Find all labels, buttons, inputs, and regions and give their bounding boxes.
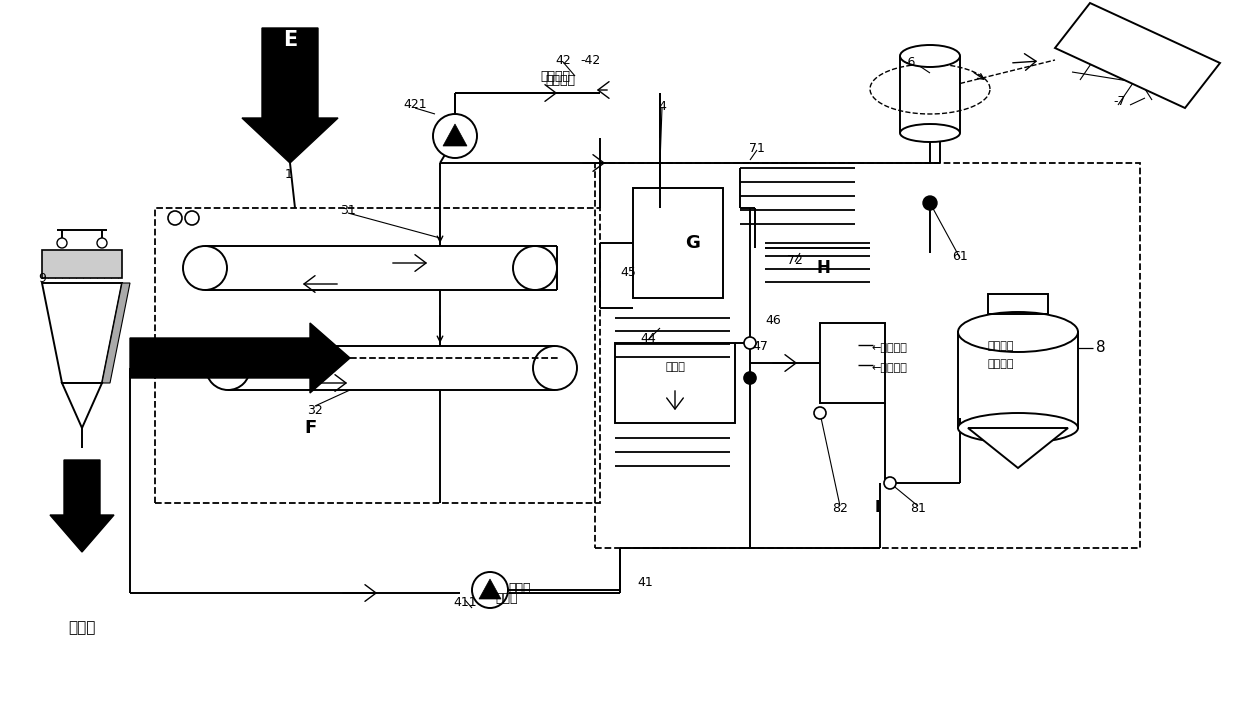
Bar bbox=[988, 294, 1048, 314]
Text: 热空气: 热空气 bbox=[508, 581, 531, 595]
Text: 8: 8 bbox=[1096, 341, 1106, 355]
Bar bbox=[595, 163, 1140, 548]
Polygon shape bbox=[62, 383, 102, 428]
Text: 1: 1 bbox=[285, 168, 293, 181]
Text: 71: 71 bbox=[749, 142, 765, 154]
Circle shape bbox=[472, 572, 508, 608]
Text: I: I bbox=[874, 501, 880, 515]
Text: 4: 4 bbox=[658, 100, 666, 113]
Circle shape bbox=[744, 337, 756, 349]
Circle shape bbox=[884, 477, 897, 489]
Polygon shape bbox=[443, 124, 467, 146]
Text: 9: 9 bbox=[38, 271, 46, 285]
Text: ←冷凝水进: ←冷凝水进 bbox=[872, 343, 908, 353]
Text: 44: 44 bbox=[640, 331, 656, 345]
Circle shape bbox=[57, 238, 67, 248]
Bar bbox=[615, 343, 735, 423]
Text: 热空气: 热空气 bbox=[495, 591, 517, 605]
Bar bbox=[155, 208, 600, 503]
Text: 72: 72 bbox=[787, 253, 804, 266]
Text: 411: 411 bbox=[453, 597, 477, 610]
Text: 45: 45 bbox=[620, 266, 636, 280]
Ellipse shape bbox=[900, 124, 960, 142]
Text: 41: 41 bbox=[637, 576, 653, 590]
Polygon shape bbox=[130, 323, 350, 393]
Ellipse shape bbox=[959, 413, 1078, 443]
Text: 干污泥: 干污泥 bbox=[68, 620, 95, 636]
Text: -6: -6 bbox=[904, 57, 916, 69]
Text: 冷凝水: 冷凝水 bbox=[665, 362, 684, 372]
Text: 空气循环: 空气循环 bbox=[546, 74, 575, 88]
Text: H: H bbox=[816, 259, 830, 277]
Text: 47: 47 bbox=[753, 340, 768, 353]
Text: 32: 32 bbox=[308, 404, 322, 416]
Polygon shape bbox=[102, 283, 130, 383]
Polygon shape bbox=[242, 28, 339, 163]
Text: 61: 61 bbox=[952, 249, 968, 263]
Polygon shape bbox=[968, 428, 1068, 468]
Text: E: E bbox=[283, 30, 298, 50]
Bar bbox=[42, 250, 122, 278]
Text: 冷凝水进: 冷凝水进 bbox=[988, 341, 1014, 351]
Text: F: F bbox=[304, 419, 316, 437]
Text: 82: 82 bbox=[832, 501, 848, 515]
Text: 42: 42 bbox=[556, 54, 570, 67]
Bar bbox=[820, 323, 885, 403]
Polygon shape bbox=[479, 579, 501, 599]
Text: -42: -42 bbox=[580, 54, 600, 67]
Circle shape bbox=[813, 407, 826, 419]
Text: ←冷凝水出: ←冷凝水出 bbox=[872, 363, 908, 373]
Ellipse shape bbox=[900, 45, 960, 67]
Polygon shape bbox=[42, 283, 122, 383]
Text: 冷凝水出: 冷凝水出 bbox=[988, 359, 1014, 369]
Text: 81: 81 bbox=[910, 501, 926, 515]
Text: 空气循环: 空气循环 bbox=[539, 70, 570, 83]
Text: 46: 46 bbox=[765, 314, 781, 326]
Circle shape bbox=[433, 114, 477, 158]
Circle shape bbox=[923, 196, 937, 210]
Polygon shape bbox=[50, 460, 114, 552]
Text: 421: 421 bbox=[403, 98, 427, 111]
Bar bbox=[959, 332, 1078, 428]
Polygon shape bbox=[1055, 3, 1220, 108]
Text: G: G bbox=[686, 234, 701, 252]
Text: -7: -7 bbox=[1114, 95, 1126, 108]
Text: 31: 31 bbox=[340, 203, 356, 217]
Circle shape bbox=[97, 238, 107, 248]
Ellipse shape bbox=[959, 312, 1078, 352]
Circle shape bbox=[744, 372, 756, 384]
Bar bbox=[632, 188, 723, 298]
